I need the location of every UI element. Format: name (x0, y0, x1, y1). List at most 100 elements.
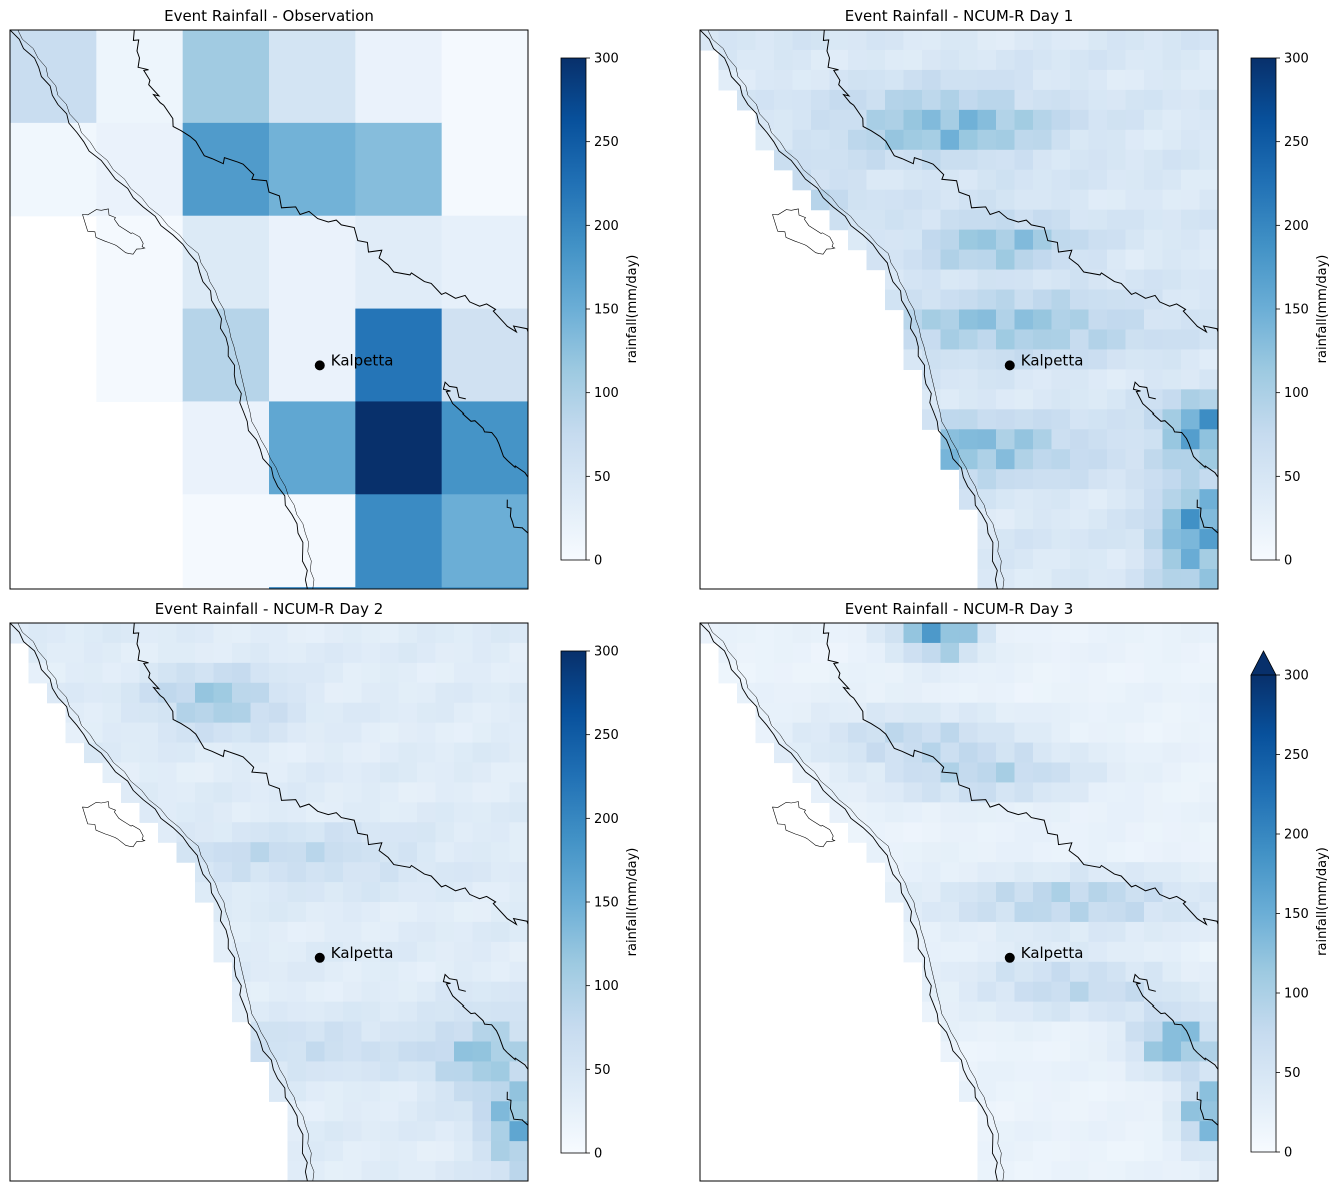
heatmap-cell (903, 349, 923, 370)
heatmap-cell (959, 902, 979, 923)
heatmap-cell (139, 722, 159, 744)
heatmap-cell (922, 1001, 942, 1023)
heatmap-cell (158, 702, 178, 724)
heatmap-cell (139, 623, 159, 644)
heatmap-cell (811, 682, 831, 704)
heatmap-cell (977, 69, 997, 91)
heatmap-cell (848, 69, 868, 91)
state-border (822, 30, 1218, 334)
heatmap-cell (306, 1081, 326, 1102)
heatmap-cell (176, 722, 196, 744)
heatmap-cell (121, 702, 141, 724)
heatmap-cell (491, 1161, 511, 1181)
heatmap-cell (848, 229, 868, 251)
panel-title: Event Rainfall - NCUM-R Day 3 (845, 600, 1074, 618)
heatmap-cell (1051, 209, 1071, 231)
heatmap-cell (903, 662, 923, 684)
heatmap-cell (959, 409, 979, 430)
heatmap-cell (1162, 623, 1182, 644)
heatmap-cell (1070, 569, 1090, 589)
heatmap-cell (1144, 822, 1164, 843)
heatmap-cell (1033, 49, 1053, 71)
heatmap-cell (250, 921, 270, 943)
heatmap-cell (737, 623, 757, 644)
heatmap-cell (454, 802, 474, 823)
heatmap-cell (1051, 882, 1071, 903)
heatmap-cell (1125, 1121, 1145, 1142)
heatmap-cell (1014, 109, 1034, 131)
heatmap-cell (1125, 489, 1145, 510)
heatmap-cell (922, 189, 942, 211)
heatmap-cell (306, 921, 326, 943)
heatmap-cell (1125, 369, 1145, 390)
heatmap-cell (361, 742, 381, 764)
heatmap-cell (454, 961, 474, 983)
heatmap-cell (1088, 662, 1108, 684)
heatmap-cell (1199, 623, 1218, 644)
heatmap-cell (509, 822, 528, 843)
heatmap-cell (940, 802, 960, 823)
heatmap-cell (959, 682, 979, 704)
heatmap-cell (269, 401, 356, 495)
heatmap-cell (959, 389, 979, 410)
heatmap-cell (903, 642, 923, 664)
heatmap-cell (885, 682, 905, 704)
heatmap-cell (774, 722, 794, 744)
heatmap-cell (269, 215, 356, 310)
state-border (1196, 499, 1218, 534)
heatmap-cell (1051, 802, 1071, 823)
heatmap-cell (435, 722, 455, 744)
heatmap-cell (417, 1001, 437, 1023)
heatmap-cell (417, 1021, 437, 1043)
colorbar-gradient (561, 58, 586, 560)
heatmap-cell (1199, 1141, 1218, 1162)
heatmap-cell (398, 662, 418, 684)
heatmap-cell (213, 882, 233, 903)
heatmap-cell (491, 1101, 511, 1122)
heatmap-cell (182, 494, 270, 588)
heatmap-cell (940, 941, 960, 963)
heatmap-cell (1107, 49, 1127, 71)
heatmap-cell (1199, 349, 1218, 370)
heatmap-cell (1199, 782, 1218, 803)
heatmap-cell (774, 129, 794, 151)
heatmap-cell (509, 902, 528, 923)
heatmap-cell (1051, 409, 1071, 430)
heatmap-cell (1144, 289, 1164, 311)
heatmap-cell (1051, 702, 1071, 724)
heatmap-cell (885, 209, 905, 231)
heatmap-cell (380, 961, 400, 983)
heatmap-cell (102, 742, 122, 764)
heatmap-cell (287, 882, 307, 903)
heatmap-cell (1088, 349, 1108, 370)
heatmap-cell (324, 702, 344, 724)
heatmap-cell (1088, 449, 1108, 470)
heatmap-cell (1162, 882, 1182, 903)
heatmap-cell (977, 822, 997, 843)
heatmap-cell (996, 509, 1016, 530)
heatmap-cell (454, 862, 474, 883)
heatmap-cell (885, 842, 905, 863)
heatmap-cell (1070, 1081, 1090, 1102)
heatmap-cell (1199, 1121, 1218, 1142)
heatmap-cell (306, 1041, 326, 1063)
colorbar-tick-label: 150 (594, 303, 619, 318)
heatmap-cell (1162, 49, 1182, 71)
heatmap-cell (1125, 802, 1145, 823)
heatmap-cell (737, 49, 757, 71)
heatmap-cell (1070, 642, 1090, 664)
heatmap-cell (269, 587, 356, 589)
heatmap-cell (343, 682, 363, 704)
heatmap-cell (1199, 762, 1218, 784)
heatmap-cell (491, 1021, 511, 1043)
heatmap-cell (792, 30, 812, 51)
heatmap-cell (903, 623, 923, 644)
heatmap-cell (1088, 469, 1108, 490)
heatmap-cell (1125, 169, 1145, 191)
heatmap-cell (959, 642, 979, 664)
heatmap-cell (940, 961, 960, 983)
heatmap-cell (1181, 682, 1201, 704)
heatmap-cell (1033, 1001, 1053, 1023)
heatmap-cell (182, 30, 270, 124)
heatmap-cell (121, 722, 141, 744)
